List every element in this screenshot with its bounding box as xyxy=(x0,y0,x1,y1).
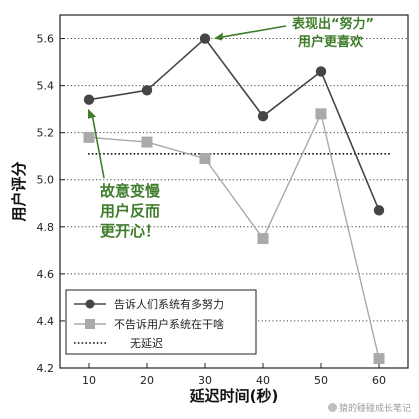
series-1-point-3 xyxy=(257,110,269,122)
y-tick-label-6: 5.4 xyxy=(37,80,55,93)
y-tick-label-5: 5.2 xyxy=(37,127,55,140)
wechat-icon xyxy=(327,403,337,412)
watermark-text: 猿的碰碰成长笔记 xyxy=(338,404,411,414)
series-1-point-4 xyxy=(315,66,327,77)
series-1-point-1 xyxy=(141,85,153,96)
legend-label-3: 无延迟 xyxy=(130,337,163,350)
legend-marker-1 xyxy=(85,299,95,309)
series-2-point-4 xyxy=(315,108,327,120)
x-tick-label-1: 20 xyxy=(140,374,154,387)
legend-marker-2 xyxy=(85,319,95,329)
legend-label-1: 告诉人们系统有多努力 xyxy=(114,297,224,311)
annotation-slow-arrowhead xyxy=(88,108,96,119)
annotation-effort-line-2: 用户更喜欢 xyxy=(297,34,364,50)
x-axis-title: 延迟时间(秒) xyxy=(189,387,279,405)
annotation-slow-line-3: 更开心！ xyxy=(100,222,160,240)
series-line-1 xyxy=(88,37,380,211)
watermark: 猿的碰碰成长笔记 xyxy=(327,401,411,414)
x-tick-label-5: 60 xyxy=(372,374,386,387)
y-tick-label-0: 4.2 xyxy=(37,362,55,375)
series-1-point-2 xyxy=(199,33,211,44)
series-1-point-5 xyxy=(373,205,385,216)
y-tick-label-1: 4.4 xyxy=(37,315,55,328)
series-2-point-5 xyxy=(373,353,385,365)
y-axis-title: 用户评分 xyxy=(10,161,28,221)
x-tick-label-4: 50 xyxy=(314,374,328,387)
series-2-point-1 xyxy=(141,136,153,148)
plot-frame xyxy=(59,14,409,369)
series-line-2 xyxy=(88,111,380,359)
annotation-slow-line-1: 故意变慢 xyxy=(100,182,161,200)
x-tick-label-3: 40 xyxy=(256,374,270,387)
annotation-effort-line-1: 表现出“努力” xyxy=(291,16,374,32)
annotation-effort-arrow xyxy=(218,25,287,39)
x-tick-label-0: 10 xyxy=(82,374,96,387)
y-tick-label-7: 5.6 xyxy=(37,33,55,46)
y-tick-label-2: 4.6 xyxy=(37,268,55,281)
y-tick-label-3: 4.8 xyxy=(37,221,55,234)
series-2-point-0 xyxy=(83,131,95,143)
legend-label-2: 不告诉用户系统在干啥 xyxy=(114,317,224,331)
y-tick-label-4: 5.0 xyxy=(37,174,55,187)
annotation-slow-line-2: 用户反而 xyxy=(100,202,160,220)
annotation-effort-arrowhead xyxy=(214,32,223,41)
annotation-slow-arrow xyxy=(91,113,105,179)
series-2-point-3 xyxy=(257,233,269,245)
series-2-point-2 xyxy=(199,153,211,165)
series-1-point-0 xyxy=(83,94,95,105)
x-tick-label-2: 30 xyxy=(198,374,212,387)
